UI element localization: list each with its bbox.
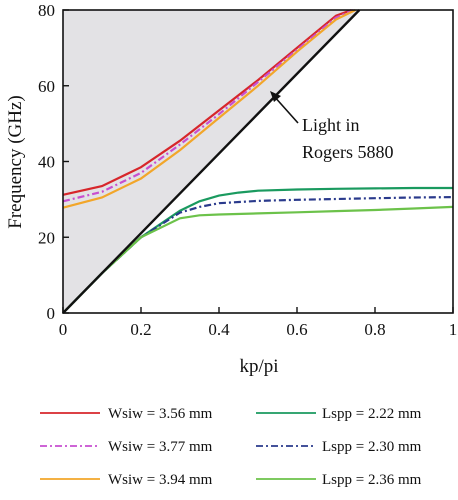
y-tick-label: 0 — [47, 304, 56, 323]
y-axis-title: Frequency (GHz) — [5, 95, 26, 228]
series-line-5 — [62, 9, 356, 209]
series-line-6 — [62, 205, 454, 314]
annotation-arrowhead — [270, 91, 281, 102]
x-tick-label: 0.4 — [208, 320, 230, 339]
legend-label-4: Lspp = 2.30 mm — [322, 439, 422, 455]
tick-labels: 0 0.2 0.4 0.6 0.8 1 0 20 40 60 80 — [38, 1, 457, 339]
light-line — [62, 9, 361, 314]
legend-label-3: Wsiw = 3.77 mm — [108, 439, 213, 455]
x-tick-label: 0 — [59, 320, 68, 339]
y-tick-label: 60 — [38, 77, 55, 96]
series-line-3 — [62, 8, 355, 203]
series-line-1 — [62, 8, 352, 196]
y-tick-label: 80 — [38, 1, 55, 20]
x-tick-label: 0.2 — [130, 320, 151, 339]
legend-label-5: Wsiw = 3.94 mm — [108, 472, 213, 488]
x-tick-label: 0.8 — [364, 320, 385, 339]
legend-label-6: Lspp = 2.36 mm — [322, 472, 422, 488]
legend-label-1: Wsiw = 3.56 mm — [108, 406, 213, 422]
axes — [62, 9, 454, 314]
y-tick-label: 20 — [38, 228, 55, 247]
annotation-line2: Rogers 5880 — [302, 142, 394, 162]
legend-label-2: Lspp = 2.22 mm — [322, 406, 422, 422]
x-axis-title: kp/pi — [239, 356, 278, 377]
legend: Wsiw = 3.56 mm Lspp = 2.22 mm Wsiw = 3.77 … — [40, 406, 422, 488]
x-tick-label: 0.6 — [286, 320, 307, 339]
light-line-annotation: Light in Rogers 5880 — [270, 91, 394, 162]
plot-area — [62, 8, 454, 314]
series-line-4 — [62, 196, 454, 314]
x-tick-label: 1 — [449, 320, 458, 339]
y-tick-label: 40 — [38, 153, 55, 172]
annotation-line1: Light in — [302, 115, 360, 135]
annotation-arrow-line — [272, 94, 299, 124]
